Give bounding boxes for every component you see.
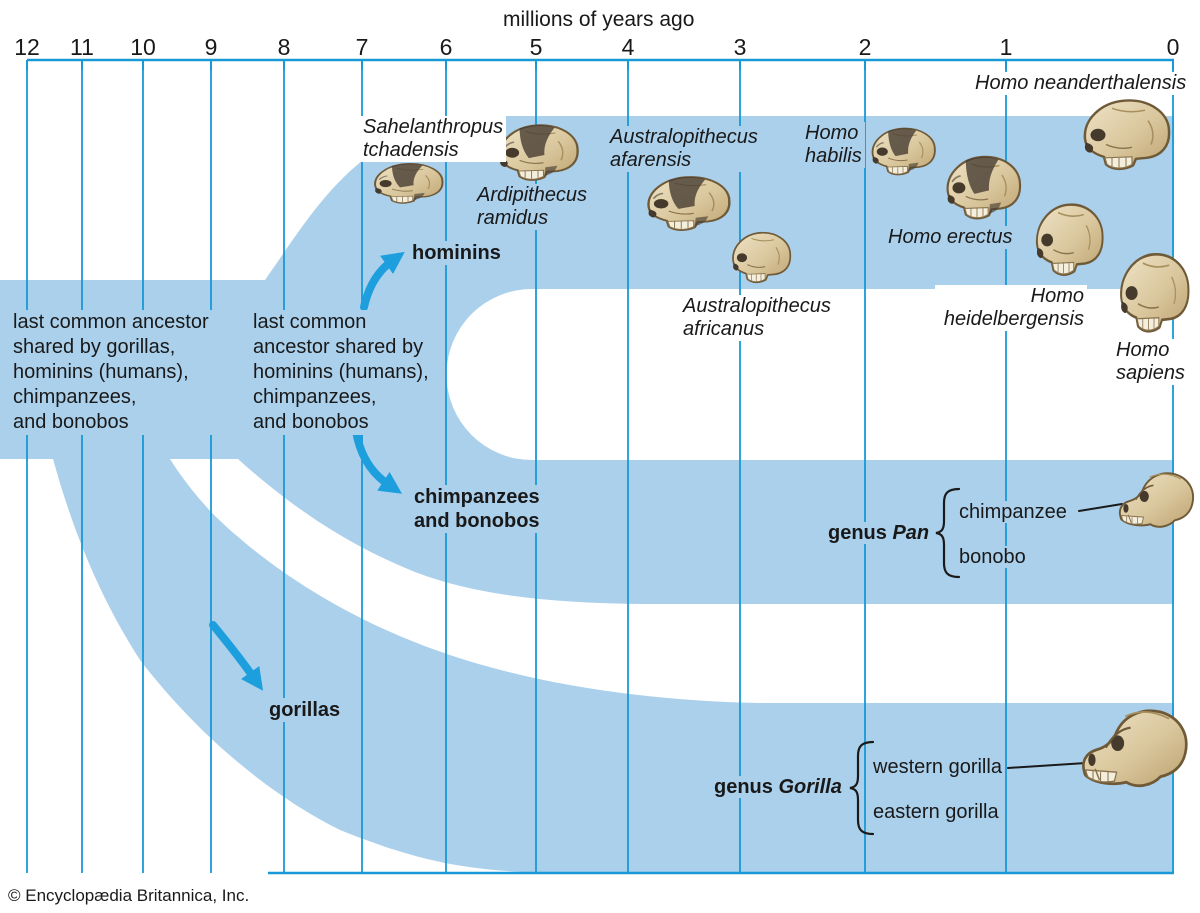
label-genus-gorilla: genus Gorilla <box>711 776 845 799</box>
tick-label-4: 4 <box>621 34 635 60</box>
genus-gorilla-brace <box>849 740 875 836</box>
tick-label-2: 2 <box>858 34 872 60</box>
label-sapiens: Homo sapiens <box>1113 339 1188 385</box>
genus-braces <box>849 487 1123 836</box>
genus-pan-prefix: genus <box>828 522 887 544</box>
label-africanus: Australopithecus africanus <box>680 295 834 341</box>
hominins-arrow <box>360 251 405 311</box>
tick-label-8: 8 <box>277 34 291 60</box>
genus-gorilla-name: Gorilla <box>778 776 842 798</box>
gorillas-arrow <box>209 621 264 691</box>
label-western-gorilla: western gorilla <box>870 756 1005 779</box>
label-habilis: Homo habilis <box>802 122 865 168</box>
tick-label-9: 9 <box>204 34 218 60</box>
label-chimpanzee: chimpanzee <box>956 501 1070 524</box>
tick-label-12: 12 <box>14 34 40 60</box>
label-chimpanzees-branch: chimpanzees and bonobos <box>411 485 543 533</box>
chimpanzees-arrow <box>352 427 403 494</box>
genus-pan-name: Pan <box>892 522 930 544</box>
gridlines <box>26 60 1174 873</box>
tick-label-7: 7 <box>355 34 369 60</box>
genus-pan-brace <box>935 487 961 579</box>
tick-label-6: 6 <box>439 34 453 60</box>
label-heidelbergensis: Homo heidelbergensis <box>935 285 1087 331</box>
western-gorilla-connector-line <box>1007 762 1087 769</box>
label-erectus: Homo erectus <box>885 226 1016 249</box>
tick-label-3: 3 <box>733 34 747 60</box>
tick-label-10: 10 <box>130 34 156 60</box>
label-gorillas-branch: gorillas <box>266 698 344 722</box>
note-last-common-ancestor-all: last common ancestor shared by gorillas,… <box>10 310 212 435</box>
label-eastern-gorilla: eastern gorilla <box>870 801 1002 824</box>
timeline-grid <box>26 58 1174 875</box>
label-ardipithecus: Ardipithecus ramidus <box>474 184 591 230</box>
label-genus-pan: genus Pan <box>825 522 933 545</box>
label-afarensis: Australopithecus afarensis <box>607 126 761 172</box>
gap-chimp-gorilla <box>170 459 1174 703</box>
note-last-common-ancestor-hcb: last common ancestor shared by hominins … <box>250 310 432 435</box>
label-sahelanthropus: Sahelanthropus tchadensis <box>360 116 507 162</box>
tick-label-5: 5 <box>529 34 543 60</box>
genus-gorilla-prefix: genus <box>714 776 773 798</box>
label-bonobo: bonobo <box>956 546 1029 569</box>
tick-label-11: 11 <box>70 34 94 60</box>
axis-tick-marks <box>26 60 1174 70</box>
tick-label-1: 1 <box>999 34 1013 60</box>
label-hominins-branch: hominins <box>409 241 504 265</box>
branch-arrows <box>209 251 405 691</box>
label-neanderthalensis: Homo neanderthalensis <box>972 72 1190 95</box>
axis-title: millions of years ago <box>503 8 695 31</box>
chimpanzee-connector-line <box>1078 503 1123 512</box>
tick-label-0: 0 <box>1166 34 1180 60</box>
credit-line: © Encyclopædia Britannica, Inc. <box>8 886 250 905</box>
